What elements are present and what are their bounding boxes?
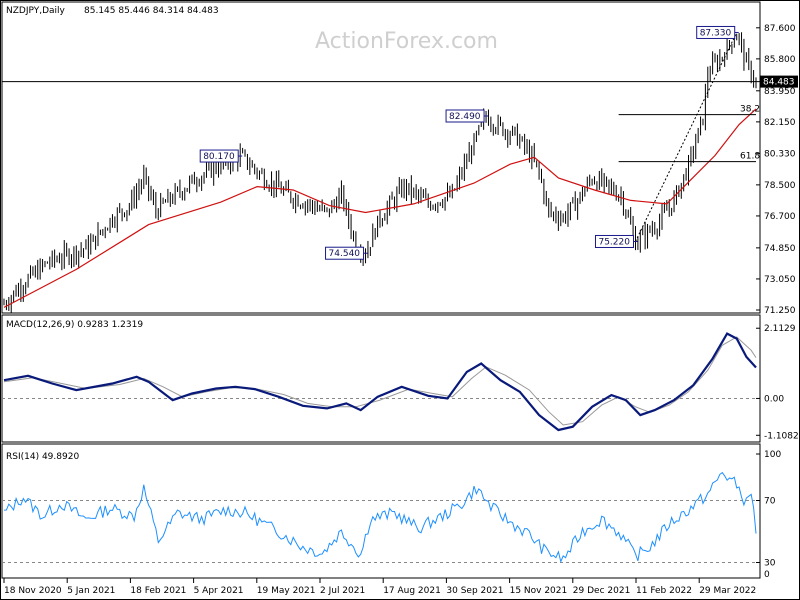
ohlc-readout: 85.145 85.446 84.314 84.483 (84, 6, 219, 16)
macd-axis-tick-label: -1.1082 (764, 431, 799, 441)
price-axis-tick-label: 85.800 (764, 55, 796, 65)
date-axis-tick-label: 29 Dec 2021 (573, 586, 631, 596)
date-axis: 18 Nov 2020 5 Jan 2021 18 Feb 2021 5 Apr 20… (3, 578, 756, 596)
date-axis-tick-label: 17 Aug 2021 (383, 586, 441, 596)
date-axis-tick-label: 5 Jan 2021 (67, 586, 115, 596)
price-annotation-label: 87.330 (700, 28, 732, 38)
fibonacci-levels: 38.2 61.8 (618, 105, 760, 163)
fibonacci-level-label: 38.2 (740, 105, 760, 115)
price-pane: ActionForex.com NZDJPY,Daily 85.145 85.4… (1, 1, 798, 316)
price-axis-tick-label: 87.600 (764, 24, 796, 34)
rsi-axis-tick-label: 0 (764, 570, 770, 580)
price-annotation-label: 82.490 (449, 112, 481, 122)
macd-pane: MACD(12,26,9) 0.9283 1.2319 2.1129 0.00 -1… (1, 314, 799, 443)
price-annotation-label: 75.220 (598, 237, 630, 247)
price-axis-tick-label: 76.700 (764, 212, 796, 222)
rsi-axis: 100 70 300 (756, 450, 781, 580)
macd-axis-tick-label: 2.1129 (764, 324, 796, 334)
date-axis-tick-label: 18 Feb 2021 (130, 586, 186, 596)
macd-axis: 2.1129 0.00 -1.1082 (756, 324, 799, 441)
last-price-tag: 84.483 (760, 75, 798, 88)
macd-pane-border (1, 314, 761, 443)
date-axis-tick-label: 15 Nov 2021 (510, 586, 568, 596)
date-axis-tick-label: 5 Apr 2021 (194, 586, 244, 596)
moving-average-line (3, 108, 757, 308)
price-axis-tick-label: 80.330 (764, 149, 796, 159)
price-axis-tick-label: 82.150 (764, 118, 796, 128)
rsi-axis-tick-label: 70 (764, 497, 776, 507)
price-bars (3, 31, 757, 313)
rsi-axis-tick-label: 100 (764, 450, 781, 460)
price-axis-tick-label: 73.050 (764, 275, 796, 285)
macd-axis-tick-label: 0.00 (764, 394, 784, 404)
price-annotation-label: 80.170 (203, 152, 235, 162)
date-axis-tick-label: 2 Jul 2021 (320, 586, 365, 596)
rsi-title: RSI(14) 49.8920 (6, 452, 79, 462)
watermark: ActionForex.com (315, 29, 498, 54)
date-axis-tick-label: 30 Sep 2021 (446, 586, 503, 596)
last-price-box (760, 75, 798, 88)
rsi-pane-border (1, 443, 761, 579)
rsi-axis-tick-label: 30 (764, 559, 776, 569)
price-axis-tick-label: 78.500 (764, 181, 796, 191)
date-axis-tick-label: 29 Mar 2022 (699, 586, 756, 596)
date-axis-tick-label: 18 Nov 2020 (4, 586, 62, 596)
price-axis-tick-label: 74.850 (764, 244, 796, 254)
price-annotation-label: 74.540 (329, 249, 361, 259)
price-axis: 87.600 85.800 83.950 82.150 80.330 78.500 76.7… (756, 24, 796, 316)
price-chart-title: NZDJPY,Daily (6, 6, 66, 16)
rsi-pane: RSI(14) 49.8920 100 70 300 (1, 443, 781, 580)
macd-signal-line (3, 336, 757, 426)
fibonacci-level-label: 61.8 (740, 152, 760, 162)
macd-title: MACD(12,26,9) 0.9283 1.2319 (6, 320, 143, 330)
price-pane-border (1, 1, 761, 314)
last-price-label: 84.483 (763, 78, 795, 88)
date-axis-tick-label: 19 May 2021 (257, 586, 316, 596)
price-axis-tick-label: 83.950 (764, 87, 796, 97)
trend-line (635, 32, 738, 242)
macd-line (3, 332, 757, 432)
price-annotations: 87.330 82.490 80.170 74.540 75.220 (199, 25, 739, 260)
price-axis-tick-label: 71.250 (764, 306, 796, 316)
rsi-line (3, 471, 757, 564)
date-axis-tick-label: 11 Feb 2022 (636, 586, 692, 596)
